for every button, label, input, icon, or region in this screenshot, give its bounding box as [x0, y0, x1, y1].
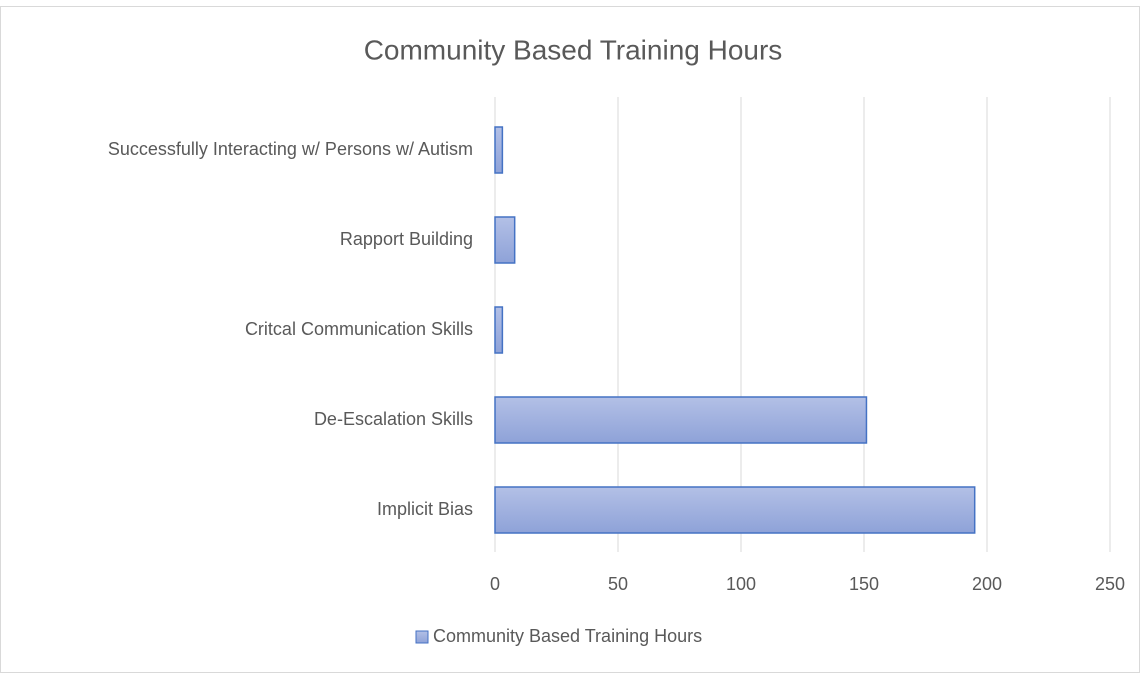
y-tick-label: Implicit Bias [377, 499, 473, 519]
bar [494, 486, 976, 534]
chart-title: Community Based Training Hours [364, 34, 783, 65]
y-tick-label: Rapport Building [340, 229, 473, 249]
x-tick-label: 0 [490, 574, 500, 594]
y-tick-label: Successfully Interacting w/ Persons w/ A… [108, 139, 473, 159]
y-tick-label: Critcal Communication Skills [245, 319, 473, 339]
bar [494, 216, 516, 264]
bar [494, 126, 504, 174]
x-tick-label: 250 [1095, 574, 1125, 594]
x-tick-label: 50 [608, 574, 628, 594]
x-tick-label: 200 [972, 574, 1002, 594]
legend-label: Community Based Training Hours [433, 626, 702, 646]
bar [494, 306, 504, 354]
chart-border [0, 6, 1140, 673]
x-tick-label: 150 [849, 574, 879, 594]
y-tick-label: De-Escalation Skills [314, 409, 473, 429]
bar [494, 396, 868, 444]
x-tick-label: 100 [726, 574, 756, 594]
legend-swatch [415, 630, 429, 644]
